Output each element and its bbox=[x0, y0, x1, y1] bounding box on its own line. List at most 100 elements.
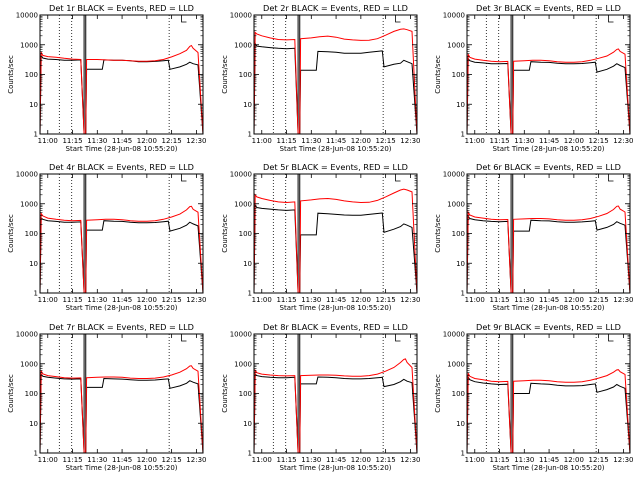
bracket-mark bbox=[181, 15, 187, 23]
y-tick-label: 100 bbox=[25, 230, 38, 238]
x-tick-label: 11:45 bbox=[539, 296, 559, 304]
plot-frame bbox=[253, 173, 418, 294]
x-tick-label: 12:15 bbox=[589, 296, 609, 304]
panel-title: Det 7r BLACK = Events, RED = LLD bbox=[49, 322, 194, 332]
x-tick-label: 11:30 bbox=[514, 137, 534, 145]
x-tick-label: 12:15 bbox=[162, 137, 182, 145]
detector-panel-2: Det 2r BLACK = Events, RED = LLD 11:00 11:… bbox=[221, 3, 420, 153]
y-tick-label: 10000 bbox=[443, 331, 465, 339]
x-tick-label: 11:45 bbox=[112, 137, 132, 145]
x-axis-label: Start Time (28-Jun-08 10:55:20) bbox=[280, 304, 392, 312]
x-tick-label: 12:15 bbox=[589, 137, 609, 145]
x-tick-label: 11:15 bbox=[62, 456, 82, 464]
detector-panel-1: Det 1r BLACK = Events, RED = LLD 11:00 11:… bbox=[7, 3, 206, 153]
x-tick-label: 11:45 bbox=[326, 456, 346, 464]
x-tick-label: 11:00 bbox=[252, 296, 272, 304]
panel-title: Det 6r BLACK = Events, RED = LLD bbox=[476, 162, 621, 172]
x-tick-label: 11:15 bbox=[276, 137, 296, 145]
y-axis-label: Counts/sec bbox=[221, 55, 229, 94]
x-tick-label: 11:00 bbox=[465, 296, 485, 304]
y-tick-label: 10 bbox=[456, 101, 465, 109]
y-tick-label: 100 bbox=[452, 390, 465, 398]
plot-frame bbox=[253, 333, 418, 454]
detector-panel-7: Det 7r BLACK = Events, RED = LLD 11:00 11:… bbox=[7, 322, 206, 472]
x-tick-label: 11:45 bbox=[539, 137, 559, 145]
x-tick-label: 12:00 bbox=[564, 137, 584, 145]
x-tick-label: 12:00 bbox=[351, 296, 371, 304]
series-lld-line bbox=[466, 369, 631, 454]
y-tick-label: 1000 bbox=[447, 200, 465, 208]
y-tick-label: 1 bbox=[248, 290, 252, 298]
y-tick-label: 100 bbox=[239, 230, 252, 238]
y-tick-label: 1 bbox=[461, 131, 465, 139]
y-tick-label: 10 bbox=[456, 420, 465, 428]
y-axis-label: Counts/sec bbox=[221, 214, 229, 253]
y-tick-label: 10 bbox=[243, 260, 252, 268]
series-events-line bbox=[39, 54, 204, 135]
y-tick-label: 1 bbox=[34, 450, 38, 458]
panel-title: Det 8r BLACK = Events, RED = LLD bbox=[263, 322, 408, 332]
panel-title: Det 1r BLACK = Events, RED = LLD bbox=[49, 3, 194, 13]
x-tick-label: 12:15 bbox=[376, 137, 396, 145]
x-tick-label: 11:00 bbox=[38, 137, 58, 145]
x-tick-label: 11:00 bbox=[252, 456, 272, 464]
x-tick-label: 12:00 bbox=[351, 137, 371, 145]
y-tick-label: 1 bbox=[248, 131, 252, 139]
x-axis-label: Start Time (28-Jun-08 10:55:20) bbox=[66, 145, 178, 153]
x-tick-label: 12:15 bbox=[162, 296, 182, 304]
x-tick-label: 11:30 bbox=[87, 456, 107, 464]
series-lld-line bbox=[39, 205, 204, 294]
x-tick-label: 11:00 bbox=[38, 456, 58, 464]
series-events-line bbox=[39, 372, 204, 454]
y-tick-label: 1000 bbox=[20, 200, 38, 208]
plot-frame bbox=[39, 173, 204, 294]
series-lld-line bbox=[253, 188, 418, 294]
y-tick-label: 10000 bbox=[16, 12, 38, 20]
x-tick-label: 11:30 bbox=[87, 296, 107, 304]
series-events-line bbox=[253, 372, 418, 454]
plot-frame bbox=[466, 173, 631, 294]
x-tick-label: 11:30 bbox=[301, 296, 321, 304]
x-tick-label: 12:15 bbox=[376, 456, 396, 464]
y-tick-label: 1 bbox=[34, 290, 38, 298]
y-tick-label: 1000 bbox=[20, 360, 38, 368]
bracket-mark bbox=[608, 334, 614, 342]
x-tick-label: 12:00 bbox=[351, 456, 371, 464]
x-axis-label: Start Time (28-Jun-08 10:55:20) bbox=[66, 304, 178, 312]
bracket-mark bbox=[181, 334, 187, 342]
y-tick-label: 10000 bbox=[16, 171, 38, 179]
detector-panel-6: Det 6r BLACK = Events, RED = LLD 11:00 11:… bbox=[434, 162, 633, 312]
y-tick-label: 10 bbox=[29, 420, 38, 428]
y-tick-label: 100 bbox=[239, 390, 252, 398]
detector-panel-3: Det 3r BLACK = Events, RED = LLD 11:00 11:… bbox=[434, 3, 633, 153]
y-tick-label: 1 bbox=[34, 131, 38, 139]
x-tick-label: 12:00 bbox=[137, 456, 157, 464]
y-tick-label: 10 bbox=[243, 420, 252, 428]
panel-title: Det 9r BLACK = Events, RED = LLD bbox=[476, 322, 621, 332]
x-tick-label: 12:30 bbox=[613, 296, 633, 304]
bracket-mark bbox=[608, 15, 614, 23]
panel-title: Det 5r BLACK = Events, RED = LLD bbox=[263, 162, 408, 172]
y-tick-label: 10 bbox=[29, 101, 38, 109]
detector-panel-8: Det 8r BLACK = Events, RED = LLD 11:00 11:… bbox=[221, 322, 420, 472]
y-tick-label: 100 bbox=[25, 390, 38, 398]
x-tick-label: 11:30 bbox=[514, 296, 534, 304]
x-tick-label: 12:30 bbox=[186, 296, 206, 304]
plot-frame bbox=[39, 14, 204, 135]
x-tick-label: 11:30 bbox=[87, 137, 107, 145]
panel-title: Det 2r BLACK = Events, RED = LLD bbox=[263, 3, 408, 13]
x-tick-label: 11:30 bbox=[301, 456, 321, 464]
series-lld-line bbox=[39, 365, 204, 454]
series-events-line bbox=[39, 217, 204, 294]
y-tick-label: 100 bbox=[25, 71, 38, 79]
series-events-line bbox=[466, 214, 631, 294]
series-events-line bbox=[253, 203, 418, 294]
series-lld-line bbox=[253, 358, 418, 454]
x-tick-label: 12:15 bbox=[376, 296, 396, 304]
x-tick-label: 11:00 bbox=[252, 137, 272, 145]
y-tick-label: 1000 bbox=[447, 41, 465, 49]
y-tick-label: 1 bbox=[461, 290, 465, 298]
x-tick-label: 12:15 bbox=[589, 456, 609, 464]
bracket-mark bbox=[181, 174, 187, 182]
bracket-mark bbox=[395, 15, 401, 23]
